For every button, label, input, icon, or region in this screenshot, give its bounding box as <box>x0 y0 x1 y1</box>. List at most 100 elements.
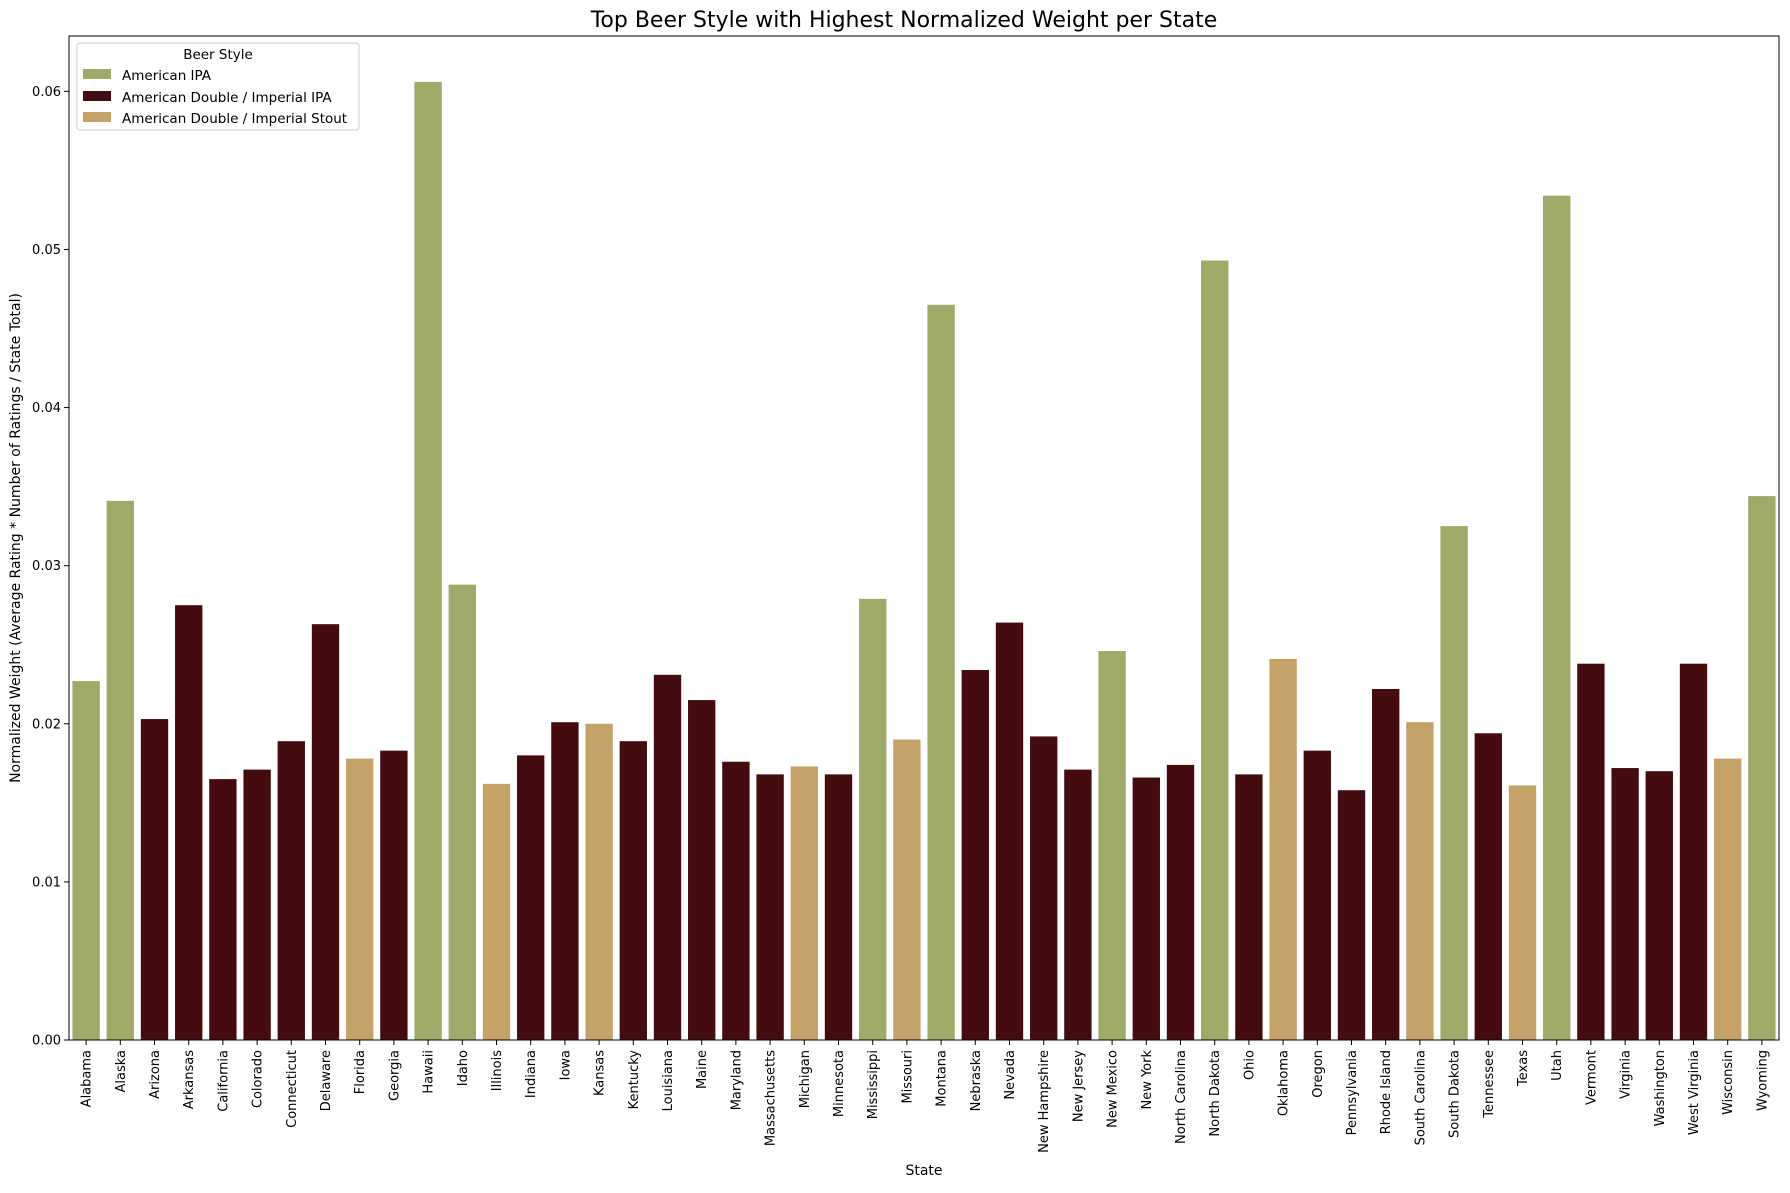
bar-ohio <box>1235 774 1263 1040</box>
bar-north-dakota <box>1201 260 1229 1040</box>
x-tick-label-wyoming: Wyoming <box>1755 1050 1770 1111</box>
x-tick-label-maryland: Maryland <box>729 1050 744 1110</box>
bar-delaware <box>311 624 340 1040</box>
bar-nebraska <box>961 670 989 1040</box>
bar-wisconsin <box>1714 758 1742 1040</box>
bar-kansas <box>585 723 613 1040</box>
x-tick-label-vermont: Vermont <box>1584 1050 1599 1105</box>
bar-missouri <box>893 739 921 1040</box>
y-axis-title: Normalized Weight (Average Rating * Numb… <box>8 293 24 783</box>
bar-idaho <box>448 584 476 1040</box>
plot-frame <box>68 35 1780 1041</box>
y-tick-label-2: 0.02 <box>32 717 61 732</box>
legend-swatch-american-double-imperial-ipa <box>83 91 111 101</box>
y-tick-label-6: 0.06 <box>32 85 61 100</box>
x-tick-label-louisiana: Louisiana <box>661 1050 676 1111</box>
bar-oregon <box>1303 750 1331 1040</box>
x-tick-label-arkansas: Arkansas <box>182 1050 197 1109</box>
x-tick-label-oregon: Oregon <box>1311 1050 1326 1098</box>
y-tick-label-0: 0.00 <box>32 1034 61 1049</box>
x-tick-label-oklahoma: Oklahoma <box>1277 1050 1292 1116</box>
x-tick-label-rhode-island: Rhode Island <box>1379 1050 1394 1134</box>
legend-entry-american-double-imperial-ipa: American Double / Imperial IPA <box>122 90 332 106</box>
bar-iowa <box>551 722 579 1040</box>
x-tick-label-illinois: Illinois <box>490 1050 505 1091</box>
legend-entry-american-ipa: American IPA <box>122 68 212 84</box>
x-tick-label-new-jersey: New Jersey <box>1071 1050 1086 1122</box>
x-tick-label-pennsylvania: Pennsylvania <box>1345 1050 1360 1135</box>
x-tick-label-idaho: Idaho <box>456 1050 471 1086</box>
bar-washington <box>1645 771 1673 1040</box>
bar-massachusetts <box>756 774 784 1040</box>
x-tick-label-maine: Maine <box>695 1050 710 1089</box>
legend-swatch-american-double-imperial-stout <box>83 112 111 122</box>
bar-utah <box>1543 195 1571 1040</box>
bar-maine <box>688 700 716 1040</box>
x-axis: Alabama Alaska Arizona Arkansas California Co… <box>80 1040 1770 1153</box>
bar-vermont <box>1577 663 1605 1040</box>
chart-title: Top Beer Style with Highest Normalized W… <box>590 8 1218 33</box>
y-axis: 0.00 0.01 0.02 0.03 0.04 0.05 0.06 <box>32 85 69 1049</box>
bar-nevada <box>995 622 1024 1040</box>
x-tick-label-new-mexico: New Mexico <box>1106 1050 1121 1128</box>
bar-alaska <box>106 500 134 1041</box>
bar-south-dakota <box>1440 526 1468 1040</box>
x-tick-label-kansas: Kansas <box>593 1050 608 1096</box>
x-tick-label-connecticut: Connecticut <box>285 1050 300 1128</box>
x-tick-label-utah: Utah <box>1550 1050 1565 1081</box>
y-tick-label-1: 0.01 <box>32 875 61 890</box>
bar-mississippi <box>859 598 887 1040</box>
x-tick-label-ohio: Ohio <box>1242 1050 1257 1080</box>
y-tick-label-4: 0.04 <box>32 401 61 416</box>
bar-georgia <box>380 750 408 1040</box>
bar-tennessee <box>1474 733 1502 1040</box>
bars-group <box>72 81 1776 1041</box>
x-tick-label-massachusetts: Massachusetts <box>764 1050 779 1146</box>
bar-california <box>209 779 237 1040</box>
bar-new-jersey <box>1064 769 1092 1040</box>
bar-rhode-island <box>1372 689 1400 1040</box>
x-tick-label-alaska: Alaska <box>114 1050 129 1093</box>
bar-michigan <box>790 766 818 1040</box>
bar-virginia <box>1611 768 1639 1040</box>
bar-arkansas <box>175 605 203 1040</box>
x-tick-label-washington: Washington <box>1653 1050 1668 1126</box>
x-tick-label-minnesota: Minnesota <box>832 1050 847 1117</box>
legend-title: Beer Style <box>183 47 253 63</box>
y-tick-label-5: 0.05 <box>32 243 61 258</box>
x-tick-label-wisconsin: Wisconsin <box>1721 1050 1736 1115</box>
x-axis-title: State <box>905 1163 942 1179</box>
bar-colorado <box>243 769 271 1040</box>
x-tick-label-alabama: Alabama <box>80 1050 95 1107</box>
bar-new-mexico <box>1098 651 1126 1040</box>
x-tick-label-florida: Florida <box>353 1050 368 1094</box>
x-tick-label-texas: Texas <box>1516 1050 1531 1087</box>
x-tick-label-north-dakota: North Dakota <box>1208 1050 1223 1137</box>
bar-pennsylvania <box>1337 790 1366 1040</box>
bar-hawaii <box>414 81 442 1041</box>
legend-box <box>76 42 360 131</box>
x-tick-label-nevada: Nevada <box>1003 1050 1018 1100</box>
bar-new-york <box>1132 777 1160 1040</box>
x-tick-label-montana: Montana <box>935 1050 950 1107</box>
bar-oklahoma <box>1269 658 1297 1040</box>
legend: Beer Style American IPA American Double … <box>76 42 360 131</box>
x-tick-label-colorado: Colorado <box>251 1050 266 1108</box>
bar-illinois <box>482 783 511 1040</box>
x-tick-label-new-york: New York <box>1140 1050 1155 1110</box>
bar-alabama <box>72 681 100 1040</box>
x-tick-label-mississippi: Mississippi <box>866 1050 881 1119</box>
x-tick-label-georgia: Georgia <box>387 1050 402 1101</box>
x-tick-label-virginia: Virginia <box>1619 1050 1634 1099</box>
bar-north-carolina <box>1166 764 1195 1040</box>
legend-swatch-american-ipa <box>83 69 111 79</box>
bar-texas <box>1508 785 1537 1040</box>
bar-minnesota <box>824 774 853 1040</box>
x-tick-label-michigan: Michigan <box>798 1050 813 1108</box>
bar-kentucky <box>619 741 647 1040</box>
bar-montana <box>927 304 955 1040</box>
x-tick-label-indiana: Indiana <box>524 1050 539 1098</box>
x-tick-label-arizona: Arizona <box>148 1050 163 1099</box>
